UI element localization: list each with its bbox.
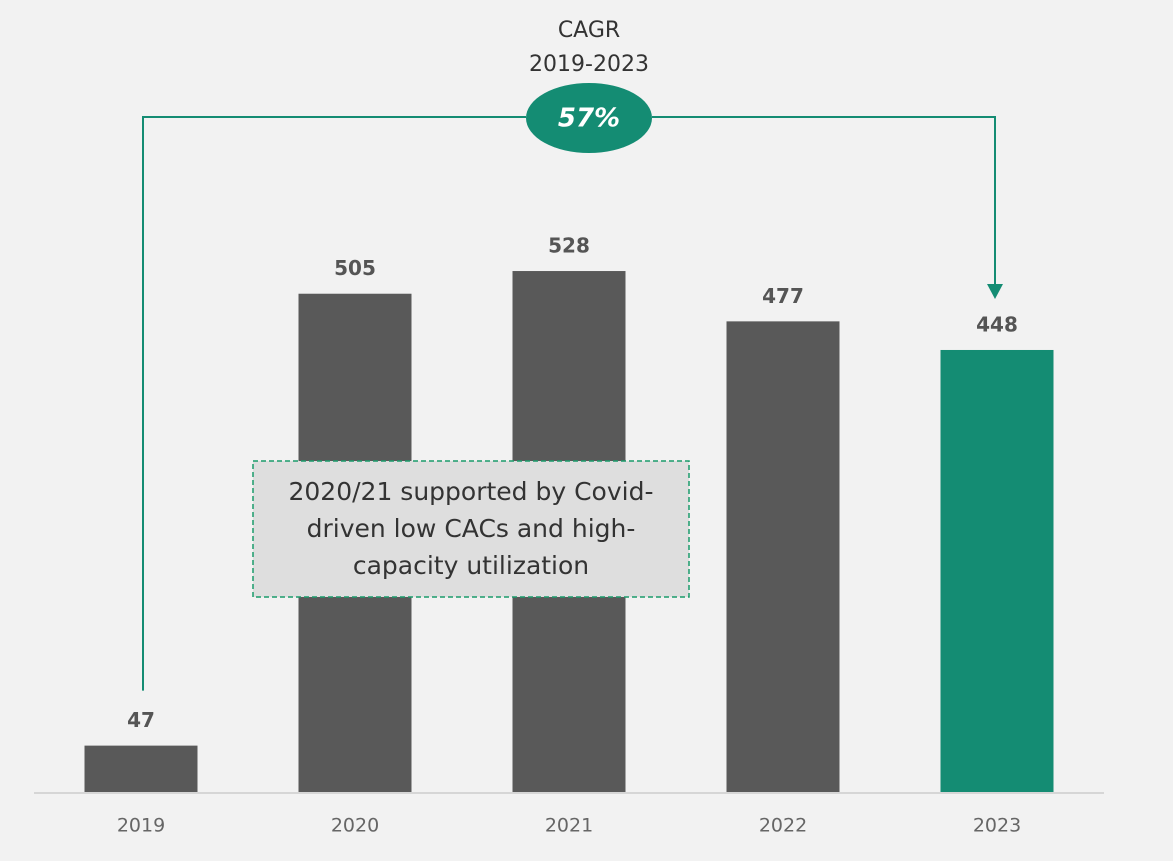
x-tick-label: 2023 [973,815,1021,837]
cagr-arrowhead [987,284,1003,299]
value-label: 528 [548,234,590,258]
x-tick-label: 2021 [545,815,593,837]
cagr-value: 57% [558,104,620,134]
x-tick-label: 2019 [117,815,165,837]
note-text: 2020/21 supported by Covid- [289,477,654,506]
cagr-connector [142,116,996,691]
bar [940,349,1054,792]
bar [84,745,198,792]
value-label: 505 [334,256,376,280]
value-label: 477 [762,284,804,308]
note-text: driven low CACs and high- [307,514,636,543]
note-box [252,460,690,598]
cagr-label: 2019-2023 [529,52,649,77]
note-text: capacity utilization [353,551,589,580]
bar [726,321,840,792]
value-label: 47 [127,708,155,732]
x-tick-label: 2020 [331,815,379,837]
x-tick-label: 2022 [759,815,807,837]
cagr-label: CAGR [558,18,620,43]
value-label: 448 [976,312,1018,336]
cagr-badge [526,83,652,153]
